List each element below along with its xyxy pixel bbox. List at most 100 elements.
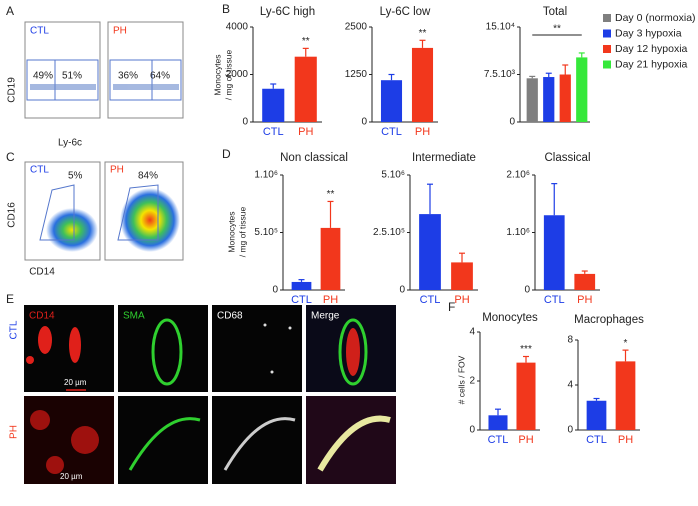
chart-title: Ly-6C high [260, 6, 315, 18]
bar [516, 362, 536, 430]
legend-swatch [603, 45, 611, 53]
bar [615, 361, 636, 430]
scale-bar: 20 µm [60, 472, 83, 481]
x-tick-label: CTL [488, 434, 509, 446]
micrographs [24, 305, 396, 484]
x-tick-label: PH [415, 126, 430, 138]
chart-title: Macrophages [574, 314, 644, 326]
legend-swatch [603, 29, 611, 38]
stain-label: CD68 [217, 311, 243, 322]
flow-label: CTL [30, 165, 49, 176]
bar [291, 281, 312, 290]
y-axis-label: / mg of tissue [237, 206, 247, 257]
axis-label: CD14 [29, 267, 55, 278]
y-tick-label: 8 [567, 335, 573, 346]
x-tick-label: CTL [291, 294, 312, 306]
y-axis-label: Monocytes [212, 54, 222, 95]
flow-plot [24, 21, 184, 119]
x-tick-label: CTL [544, 294, 565, 306]
x-tick-label: CTL [381, 126, 402, 138]
y-tick-label: 5.10⁶ [381, 170, 405, 181]
flow-label: PH [113, 26, 127, 37]
x-tick-label: CTL [420, 294, 441, 306]
bar [586, 400, 607, 430]
panel-label: E [6, 292, 14, 306]
x-tick-label: PH [577, 294, 592, 306]
y-tick-label: 2 [469, 376, 475, 387]
bar [543, 215, 565, 290]
y-tick-label: 0 [399, 285, 405, 296]
y-tick-label: 0 [524, 285, 530, 296]
legend-label: Day 12 hypoxia [615, 43, 688, 55]
significance: ** [553, 24, 561, 35]
chart-title: Intermediate [412, 152, 476, 164]
gate-value: 84% [138, 171, 158, 182]
y-tick-label: 4000 [226, 22, 249, 33]
significance: *** [520, 344, 532, 355]
flow-label: PH [110, 165, 124, 176]
significance: ** [327, 189, 335, 200]
bar [526, 78, 538, 122]
y-axis-label: / mg of tissue [223, 49, 233, 100]
flow-label: CTL [30, 26, 49, 37]
bar [380, 80, 403, 122]
legend-label: Day 3 hypoxia [615, 27, 682, 39]
chart-title: Ly-6C low [380, 6, 431, 18]
legend-swatch [603, 14, 611, 22]
y-tick-label: 1250 [345, 69, 368, 80]
gate-value: 5% [68, 171, 83, 182]
y-tick-label: 1.10⁶ [506, 227, 530, 238]
y-tick-label: 0 [242, 117, 248, 128]
x-tick-label: PH [323, 294, 338, 306]
chart-title: Total [543, 6, 567, 18]
significance: ** [302, 36, 310, 47]
gate-value: 64% [150, 71, 170, 82]
x-tick-label: PH [298, 126, 313, 138]
gate-value: 49% [33, 71, 53, 82]
y-tick-label: 7.5.10³ [484, 69, 516, 80]
chart-title: Classical [544, 152, 590, 164]
stain-label: SMA [123, 311, 145, 322]
y-tick-label: 0 [469, 425, 475, 436]
flow-plot [24, 161, 184, 261]
bar [320, 227, 341, 290]
y-tick-label: 4 [567, 380, 573, 391]
bar [294, 56, 317, 122]
bar [488, 415, 508, 430]
significance: ** [419, 28, 427, 39]
row-label: CTL [9, 320, 20, 339]
bar [559, 74, 571, 122]
y-tick-label: 0 [272, 285, 278, 296]
gate-value: 36% [118, 71, 138, 82]
legend-label: Day 21 hypoxia [615, 58, 688, 70]
panel-label: F [448, 300, 455, 314]
axis-label: CD16 [7, 202, 18, 228]
gate [39, 184, 75, 241]
y-tick-label: 2.5.10⁵ [373, 227, 405, 238]
y-tick-label: 0 [361, 117, 367, 128]
gate-value: 51% [62, 71, 82, 82]
y-tick-label: 4 [469, 327, 475, 338]
density [120, 188, 180, 252]
y-tick-label: 1.10⁶ [254, 170, 278, 181]
bar [411, 47, 434, 122]
panel-label: B [222, 2, 230, 16]
x-tick-label: CTL [263, 126, 284, 138]
bar [574, 273, 596, 290]
flow-dots [30, 84, 179, 90]
y-tick-label: 2500 [345, 22, 368, 33]
y-tick-label: 5.10⁵ [254, 227, 278, 238]
panel-label: D [222, 147, 231, 161]
scale-bar: 20 µm [64, 378, 87, 387]
y-axis-label: Monocytes [226, 211, 236, 252]
y-tick-label: 2.10⁶ [506, 170, 530, 181]
x-tick-label: PH [518, 434, 533, 446]
bar [419, 214, 441, 290]
bar [451, 262, 473, 290]
y-tick-label: 0 [509, 117, 515, 128]
legend-label: Day 0 (normoxia) [615, 12, 696, 24]
y-tick-label: 2000 [226, 69, 249, 80]
gate [117, 184, 159, 241]
density [46, 208, 98, 252]
